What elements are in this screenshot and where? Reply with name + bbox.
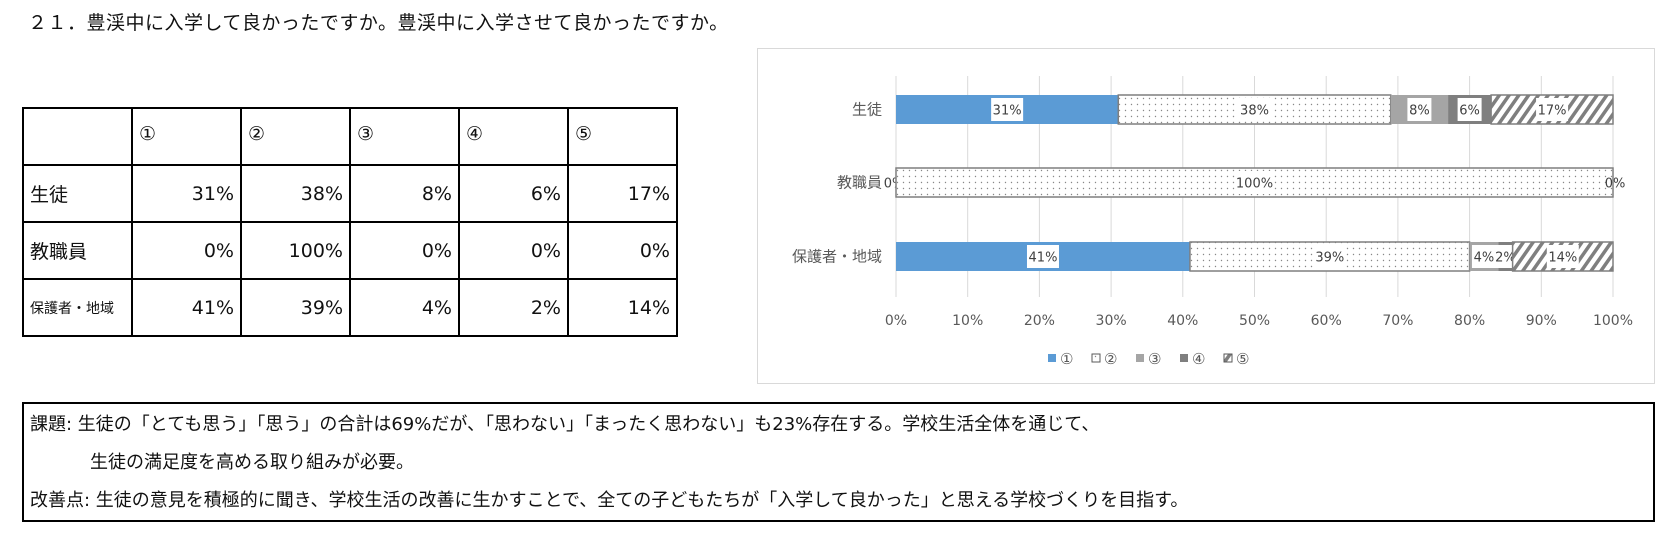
data-label: 17% xyxy=(1538,104,1567,119)
table-cell: 0% xyxy=(458,221,569,280)
table-cell: 0% xyxy=(567,221,678,280)
table-header: ⑤ xyxy=(567,107,678,166)
category-label: 保護者・地域 xyxy=(792,248,882,266)
x-tick-label: 50% xyxy=(1239,313,1270,329)
x-tick-label: 40% xyxy=(1167,313,1198,329)
table-header: ④ xyxy=(458,107,569,166)
x-tick-label: 60% xyxy=(1311,313,1342,329)
issue-text-continued: 生徒の満足度を高める取り組みが必要。 xyxy=(90,452,414,473)
x-tick-label: 100% xyxy=(1593,313,1633,329)
data-label: 31% xyxy=(993,104,1022,119)
table-cell: 31% xyxy=(131,164,242,223)
data-label-bg xyxy=(1493,245,1518,268)
table-cell: 8% xyxy=(349,164,460,223)
legend-swatch xyxy=(1223,353,1233,363)
legend-swatch xyxy=(1091,353,1101,363)
table-cell: 39% xyxy=(240,278,351,337)
chart-svg: 0% 10% 20% 30% 40% 50% 60% 70% 80% 90% 100% 生徒 31% 38… xyxy=(792,76,1633,368)
x-tick-label: 70% xyxy=(1382,313,1413,329)
stacked-bar-chart: 0% 10% 20% 30% 40% 50% 60% 70% 80% 90% 100% 生徒 31% 38… xyxy=(757,48,1655,384)
data-label-bg xyxy=(1407,98,1432,121)
data-label-bg xyxy=(1234,171,1275,194)
table-cell: 6% xyxy=(458,164,569,223)
data-label: 39% xyxy=(1315,251,1344,266)
table-header-row: ① ② ③ ④ ⑤ xyxy=(22,107,678,166)
data-label-bg xyxy=(1026,245,1059,268)
data-label-bg xyxy=(1546,245,1579,268)
x-tick-label: 10% xyxy=(952,313,983,329)
data-label: 38% xyxy=(1240,104,1269,119)
improvement-text: 改善点: 生徒の意見を積極的に聞き、学校生活の改善に生かすことで、全ての子どもた… xyxy=(30,490,1189,511)
data-label-bg xyxy=(1313,245,1346,268)
table-cell: 17% xyxy=(567,164,678,223)
legend-label: ② xyxy=(1104,350,1117,368)
table-cell: 38% xyxy=(240,164,351,223)
table-row: 教職員 0% 100% 0% 0% 0% xyxy=(22,221,678,280)
notes-box: 課題: 生徒の「とても思う」「思う」の合計は69%だが、「思わない」「まったく思… xyxy=(22,402,1655,522)
data-label-bg xyxy=(1471,245,1496,268)
legend-swatch xyxy=(1048,354,1056,362)
table-header: ③ xyxy=(349,107,460,166)
table-cell: 0% xyxy=(349,221,460,280)
table-cell: 14% xyxy=(567,278,678,337)
table-row: 保護者・地域 41% 39% 4% 2% 14% xyxy=(22,278,678,337)
table-cell: 100% xyxy=(240,221,351,280)
table-cell: 4% xyxy=(349,278,460,337)
data-label: 0% xyxy=(1605,177,1626,192)
results-table: ① ② ③ ④ ⑤ 生徒 31% 38% 8% 6% 17% 教職員 0% 10… xyxy=(22,107,678,337)
data-label: 41% xyxy=(1029,251,1058,266)
legend-label: ⑤ xyxy=(1236,350,1249,368)
row-label: 生徒 xyxy=(22,164,133,223)
table-header: ① xyxy=(131,107,242,166)
table-cell: 2% xyxy=(458,278,569,337)
data-label-bg xyxy=(991,98,1024,121)
x-tick-label: 80% xyxy=(1454,313,1485,329)
data-label-bg xyxy=(1457,98,1482,121)
x-tick-label: 30% xyxy=(1096,313,1127,329)
row-label: 教職員 xyxy=(22,221,133,280)
data-label: 2% xyxy=(1495,251,1516,266)
legend-label: ④ xyxy=(1192,350,1205,368)
data-label-bg xyxy=(1238,98,1271,121)
legend-label: ① xyxy=(1060,350,1073,368)
legend-swatch xyxy=(1136,354,1144,362)
table-cell: 0% xyxy=(131,221,242,280)
legend-swatch xyxy=(1180,354,1188,362)
data-label: 6% xyxy=(1459,104,1480,119)
x-tick-label: 90% xyxy=(1526,313,1557,329)
data-label: 100% xyxy=(1236,177,1273,192)
x-tick-label: 0% xyxy=(885,313,907,329)
data-label-bg xyxy=(1536,98,1569,121)
issue-text: 課題: 生徒の「とても思う」「思う」の合計は69%だが、「思わない」「まったく思… xyxy=(30,414,1100,435)
table-row: 生徒 31% 38% 8% 6% 17% xyxy=(22,164,678,223)
table-header: ② xyxy=(240,107,351,166)
category-label: 生徒 xyxy=(852,101,882,119)
row-label: 保護者・地域 xyxy=(22,278,133,337)
legend-label: ③ xyxy=(1148,350,1161,368)
table-cell: 41% xyxy=(131,278,242,337)
data-label: 14% xyxy=(1548,251,1577,266)
data-label: 4% xyxy=(1474,251,1495,266)
data-label: 8% xyxy=(1409,104,1430,119)
x-tick-label: 20% xyxy=(1024,313,1055,329)
table-header xyxy=(22,107,133,166)
category-label: 教職員 xyxy=(837,174,882,192)
question-title: ２１．豊渓中に入学して良かったですか。豊渓中に入学させて良かったですか。 xyxy=(28,12,729,34)
